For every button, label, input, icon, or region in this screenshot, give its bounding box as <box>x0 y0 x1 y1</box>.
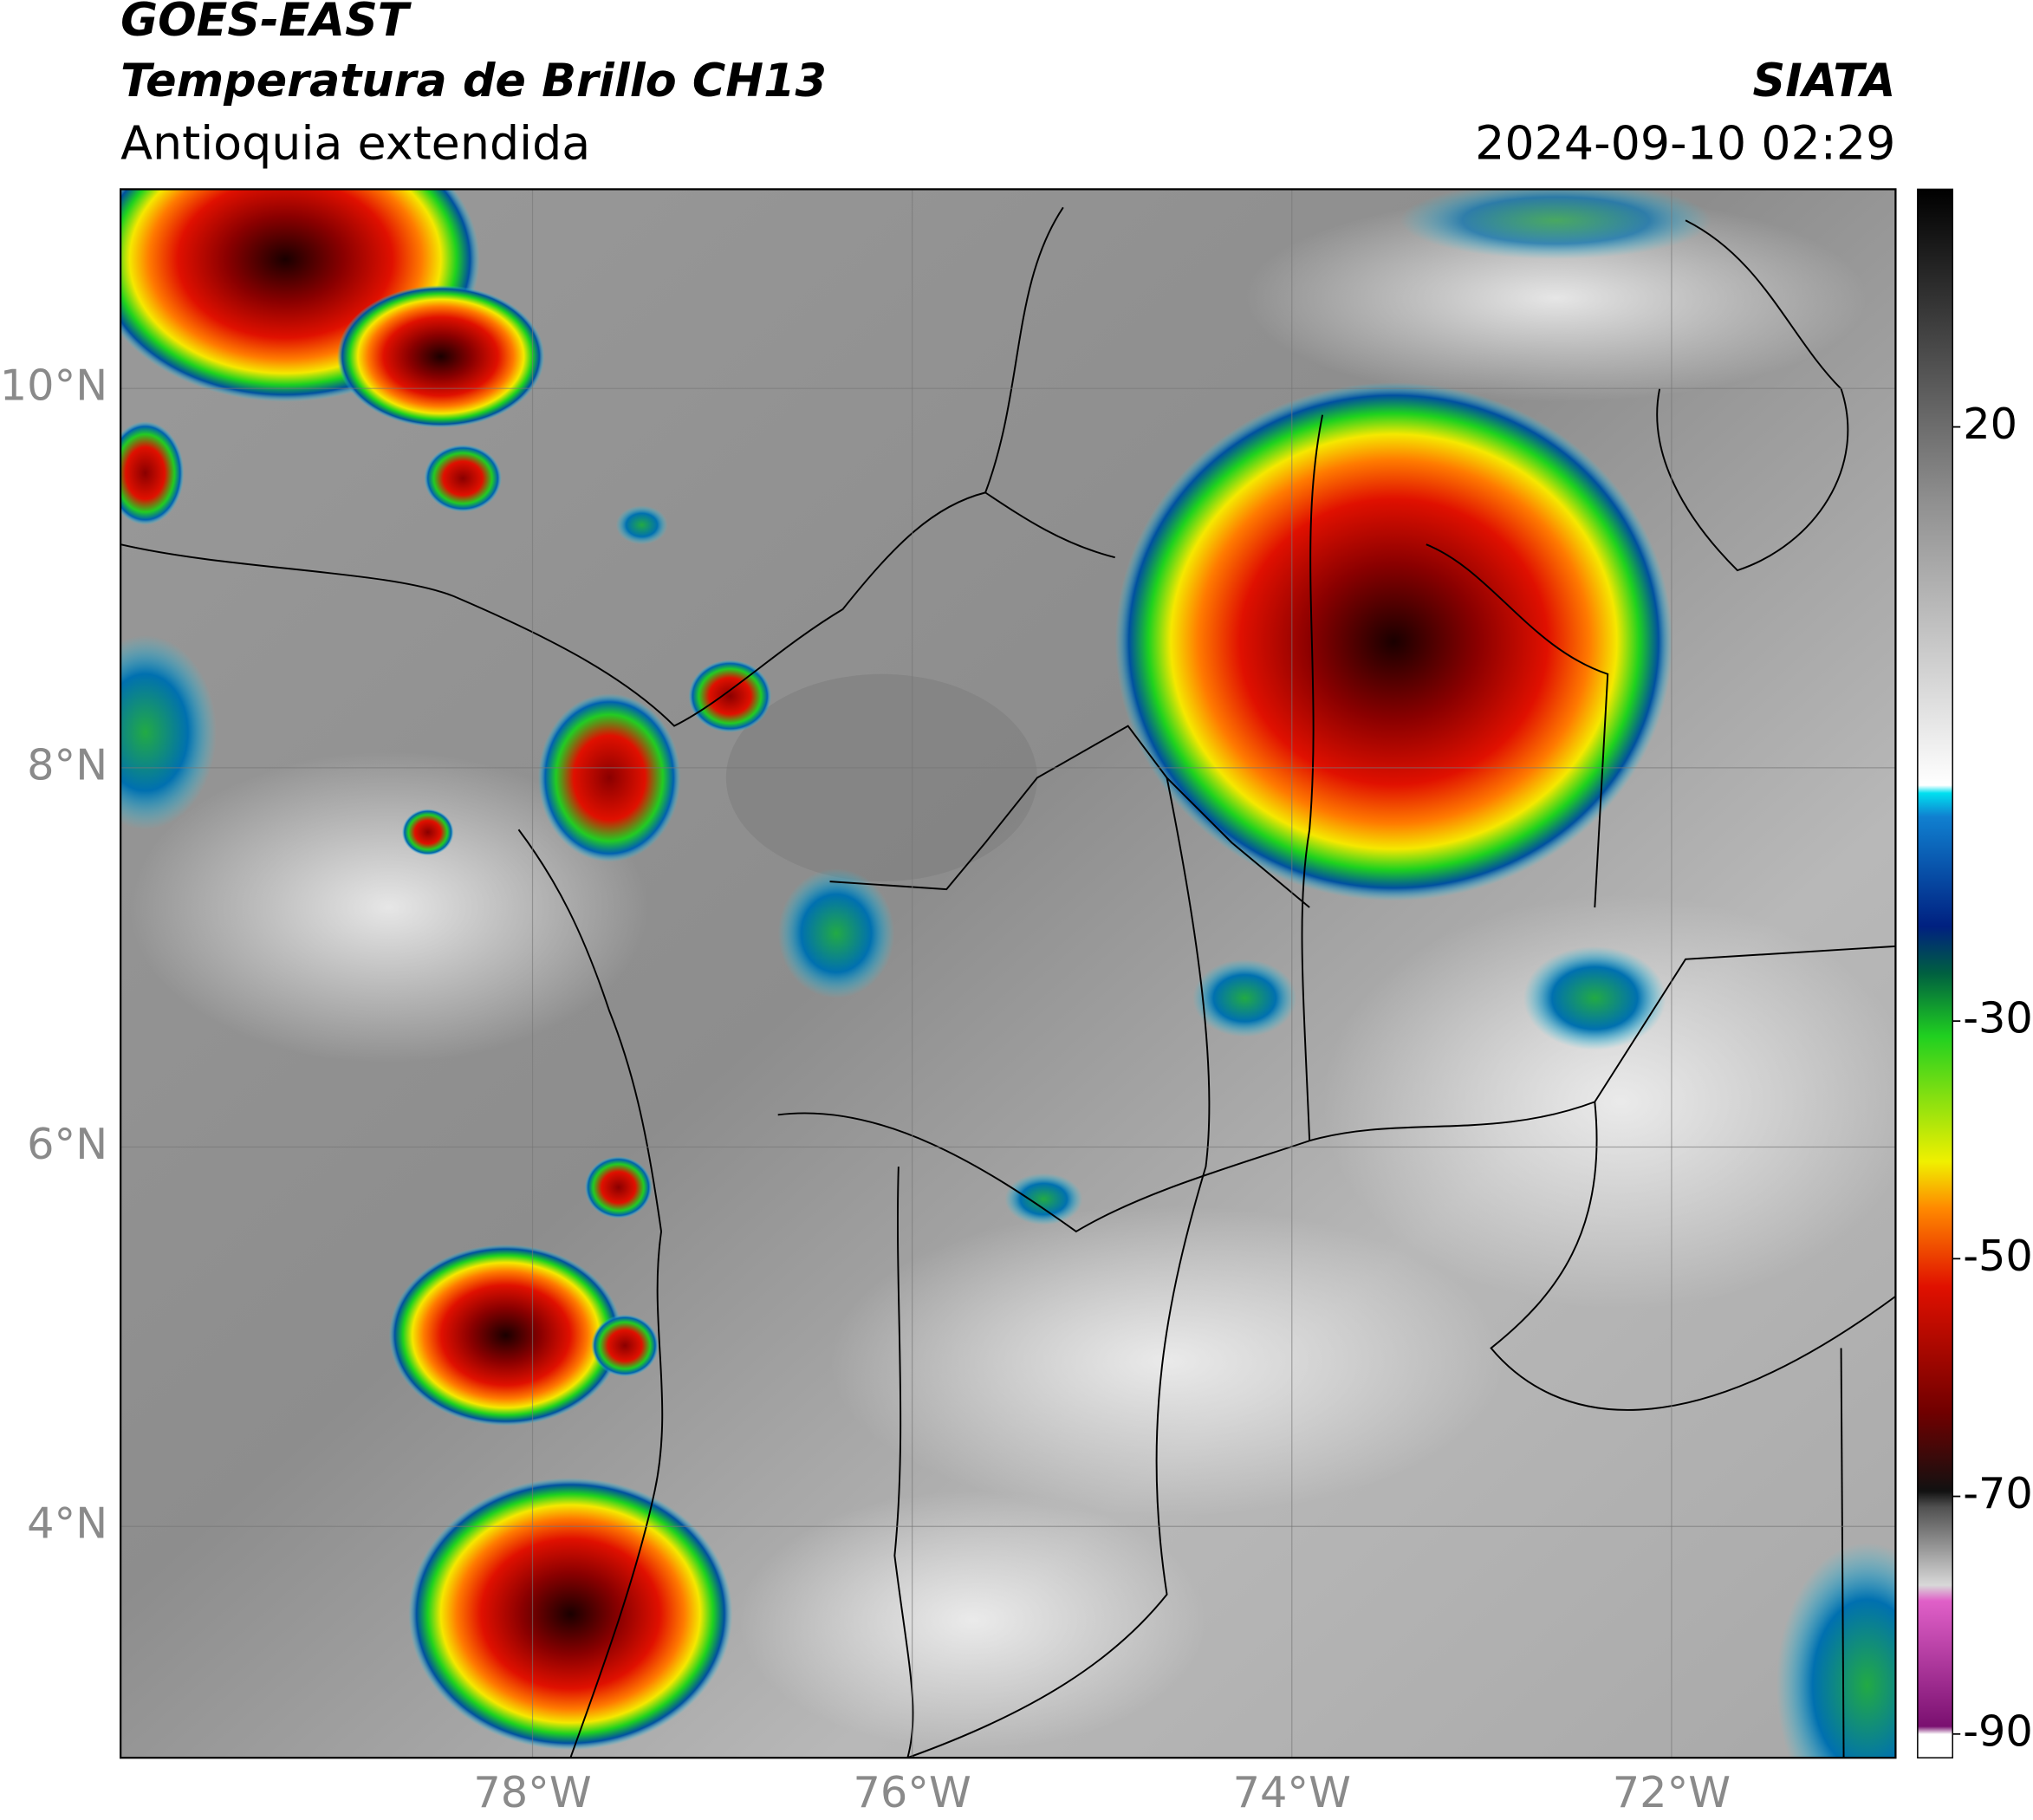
x-tick-label: 78°W <box>473 1767 591 1817</box>
y-tick-label: 8°N <box>27 739 107 790</box>
satellite-image <box>120 189 1896 1758</box>
title: GOES-EAST <box>120 0 412 47</box>
x-tick-label: 74°W <box>1233 1767 1351 1817</box>
colorbar-tick-label: -90 <box>1963 1706 2033 1756</box>
x-tick-label: 76°W <box>853 1767 971 1817</box>
y-tick-label: 10°N <box>0 361 107 411</box>
datetime: 2024-09-10 02:29 <box>1475 116 1895 171</box>
graticule <box>120 189 1896 1758</box>
borders <box>120 206 1896 1758</box>
colorbar-tick-label: -50 <box>1963 1231 2033 1281</box>
map-frame <box>120 188 1897 1759</box>
y-tick-label: 4°N <box>27 1498 107 1549</box>
source: SIATA <box>1753 55 1896 107</box>
y-tick-label: 6°N <box>27 1119 107 1169</box>
colorbar-tick-label: 20 <box>1963 399 2017 449</box>
x-tick-label: 72°W <box>1613 1767 1731 1817</box>
subtitle: Temperatura de Brillo CH13 <box>120 55 827 107</box>
colorbar-tick-label: -30 <box>1963 993 2033 1043</box>
region: Antioquia extendida <box>120 116 590 171</box>
colorbar <box>1917 188 1953 1758</box>
colorbar-tick-label: -70 <box>1963 1468 2033 1518</box>
